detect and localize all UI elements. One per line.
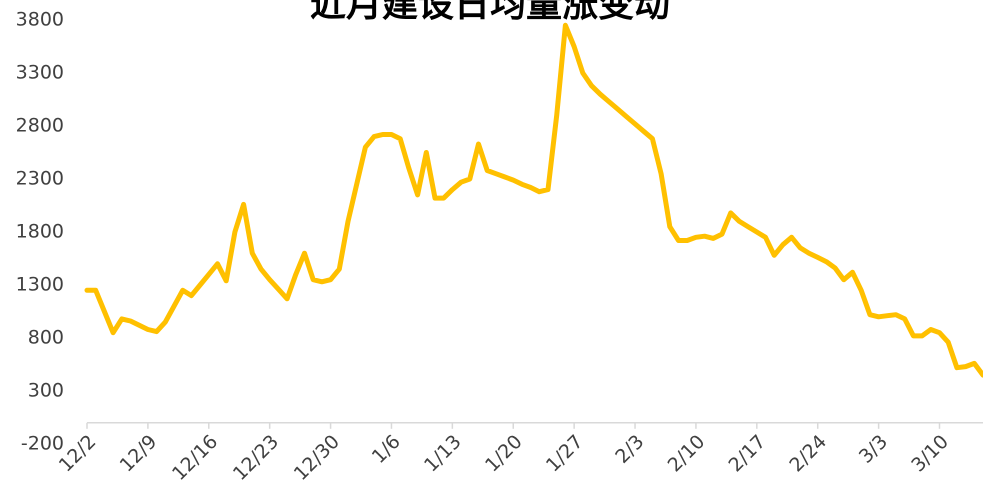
data-line: [84, 22, 983, 378]
x-tick-label: 12/23: [229, 431, 283, 485]
x-tick-label: 12/9: [116, 431, 162, 477]
x-tick-label: 12/30: [290, 431, 344, 485]
y-tick-label: 300: [28, 380, 64, 402]
x-tick-label: 2/17: [725, 431, 771, 477]
y-tick-label: 2800: [16, 115, 64, 137]
x-tick-label: 2/3: [611, 431, 648, 468]
y-tick-label: 800: [28, 327, 64, 349]
chart-title: 近月建设日均量涨变动: [310, 0, 670, 25]
x-tick-label: 2/24: [785, 431, 831, 477]
y-tick-label: 1300: [16, 274, 64, 296]
x-tick-label: 2/10: [664, 431, 710, 477]
x-tick-label: 3/10: [907, 431, 953, 477]
x-tick-label: 1/20: [481, 431, 527, 477]
x-tick-label: 12/16: [168, 431, 222, 485]
y-tick-label: 3300: [16, 62, 64, 84]
y-tick-label: 2300: [16, 168, 64, 190]
y-tick-label: 3800: [16, 9, 64, 31]
y-tick-label: 1800: [16, 221, 64, 243]
x-tick-label: 1/6: [368, 431, 405, 468]
x-tick-label: 3/3: [855, 431, 892, 468]
x-tick-label: 1/27: [542, 431, 588, 477]
y-tick-label: -200: [21, 433, 64, 455]
x-tick-label: 1/13: [420, 431, 466, 477]
